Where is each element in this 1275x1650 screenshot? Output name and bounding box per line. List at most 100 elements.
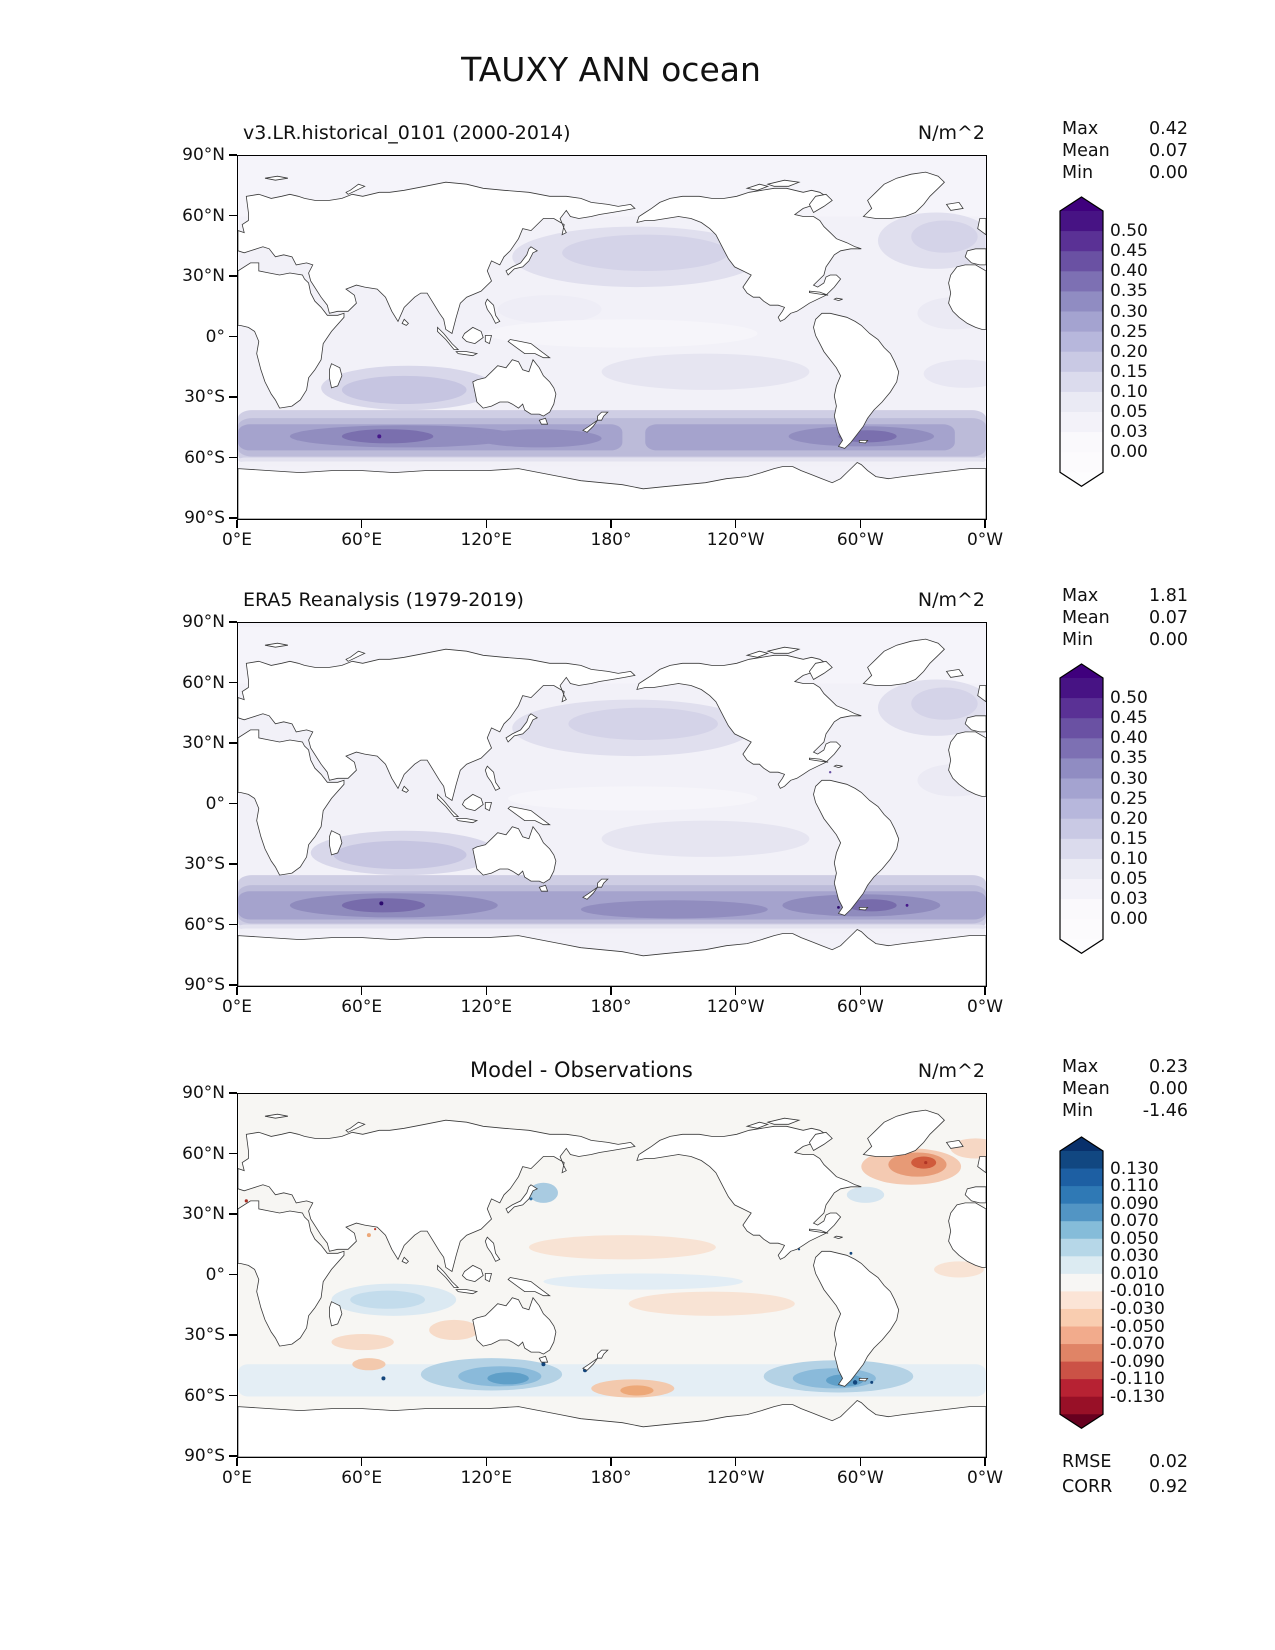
metric-rmse-label: RMSE bbox=[1062, 1452, 1112, 1472]
ocean-contour-fill bbox=[377, 434, 382, 439]
ocean-contour-fill bbox=[333, 840, 467, 870]
ocean-contour-fill bbox=[350, 1290, 425, 1309]
colorbar-tick-label: 0.35 bbox=[1110, 281, 1148, 302]
colorbar-tick-label: 0.05 bbox=[1110, 869, 1148, 889]
landmass-shape bbox=[813, 779, 900, 916]
landmass-shape bbox=[977, 685, 986, 703]
colorbar-outline bbox=[1059, 196, 1104, 488]
colorbar-segment bbox=[1060, 432, 1103, 453]
landmass-shape bbox=[238, 462, 986, 519]
landmass-shape bbox=[766, 646, 801, 654]
landmass-shape bbox=[437, 326, 460, 350]
colorbar-segment bbox=[1060, 899, 1103, 920]
x-axis-tick bbox=[859, 986, 862, 995]
x-tick-label: 120°W bbox=[706, 997, 765, 1017]
colorbar-tick-label: -0.050 bbox=[1110, 1316, 1165, 1337]
landmass-shape bbox=[862, 171, 945, 219]
ocean-contour-fill bbox=[601, 820, 810, 857]
y-tick-label: 90°S bbox=[184, 1446, 225, 1466]
colorbar-segment bbox=[1060, 738, 1103, 759]
landmass-shape bbox=[745, 650, 770, 658]
landmass-shape bbox=[401, 785, 409, 793]
landmass-shape bbox=[538, 884, 549, 892]
ocean-contour-fill bbox=[341, 898, 425, 913]
landmass-shape bbox=[238, 1200, 345, 1347]
ocean-contour-fill bbox=[541, 1362, 546, 1367]
ocean-contour-fill bbox=[341, 429, 434, 444]
ocean-contour-fill bbox=[528, 1182, 558, 1203]
landmass-shape bbox=[484, 1273, 493, 1283]
colorbar-panel-3 bbox=[1059, 1136, 1104, 1429]
landmass-shape bbox=[329, 830, 343, 856]
panel-1-units-label: N/m^2 bbox=[917, 122, 985, 144]
x-axis-tick bbox=[734, 519, 737, 528]
ocean-contour-fill bbox=[341, 375, 467, 405]
colorbar-segment bbox=[1060, 1273, 1103, 1292]
stat-min-value: 0.00 bbox=[1149, 630, 1188, 650]
y-axis-tick bbox=[229, 1394, 237, 1397]
colorbar-tick-label: 0.03 bbox=[1110, 422, 1148, 443]
colorbar-tick-label: -0.090 bbox=[1110, 1351, 1165, 1372]
x-axis-tick bbox=[984, 1457, 986, 1466]
landmass-shape bbox=[766, 179, 801, 187]
panel-2-map bbox=[237, 622, 987, 987]
landmass-shape bbox=[964, 248, 986, 266]
landmass-shape bbox=[472, 358, 557, 417]
colorbar-segment bbox=[1060, 677, 1103, 699]
metric-corr-label: CORR bbox=[1062, 1477, 1113, 1497]
colorbar-tick-label: 0.35 bbox=[1110, 748, 1148, 769]
x-tick-label: 60°E bbox=[341, 530, 383, 550]
landmass-shape bbox=[833, 297, 843, 302]
colorbar-tick-label: 0.25 bbox=[1110, 788, 1148, 809]
landmass-shape bbox=[437, 793, 460, 817]
landmass-shape bbox=[636, 1125, 862, 1260]
ocean-contour-fill bbox=[543, 1273, 743, 1290]
ocean-contour-fill bbox=[562, 234, 729, 271]
colorbar-tick-label: 0.10 bbox=[1110, 848, 1148, 869]
ocean-contour-fill bbox=[529, 1197, 533, 1201]
y-tick-label: 60°S bbox=[184, 447, 225, 468]
landmass-shape bbox=[401, 318, 409, 326]
x-axis-tick bbox=[485, 519, 488, 528]
ocean-contour-fill bbox=[487, 319, 758, 348]
ocean-contour-fill bbox=[497, 295, 602, 324]
landmass-shape bbox=[455, 351, 479, 357]
colorbar-segment bbox=[1060, 1308, 1103, 1327]
colorbar-segment bbox=[1060, 251, 1103, 272]
landmass-shape bbox=[582, 1357, 598, 1371]
y-axis-tick bbox=[229, 214, 237, 217]
colorbar-tick-label: -0.110 bbox=[1110, 1369, 1165, 1390]
landmass-shape bbox=[238, 1400, 986, 1457]
y-axis-tick bbox=[229, 456, 237, 459]
x-tick-label: 60°W bbox=[836, 997, 884, 1017]
landmass-shape bbox=[238, 181, 636, 335]
colorbar-tick-label: 0.30 bbox=[1110, 301, 1148, 322]
landmass-shape bbox=[264, 642, 288, 648]
x-tick-label: 0°E bbox=[221, 530, 253, 550]
landmass-shape bbox=[461, 326, 484, 345]
landmass-shape bbox=[862, 1109, 945, 1157]
landmass-shape bbox=[858, 440, 869, 444]
y-tick-label: 0° bbox=[205, 326, 225, 347]
landmass-shape bbox=[484, 765, 501, 791]
colorbar-over-arrow bbox=[1060, 1137, 1103, 1151]
colorbar-tick-label: 0.40 bbox=[1110, 261, 1148, 282]
stat-max-label: Max bbox=[1062, 1057, 1099, 1077]
ocean-contour-fill bbox=[381, 1376, 386, 1381]
landmass-shape bbox=[597, 878, 609, 888]
y-tick-label: 60°N bbox=[182, 672, 225, 693]
y-axis-tick bbox=[229, 742, 237, 744]
ocean-contour-fill bbox=[905, 903, 909, 907]
y-tick-label: 90°N bbox=[182, 145, 225, 165]
landmass-shape bbox=[862, 638, 945, 686]
ocean-contour-fill bbox=[924, 1160, 928, 1165]
ocean-contour-fill bbox=[911, 1156, 937, 1169]
landmass-shape bbox=[238, 1119, 636, 1273]
landmass-shape bbox=[345, 183, 366, 195]
colorbar-tick-label: 0.090 bbox=[1110, 1193, 1159, 1214]
colorbar-tick-label: 0.03 bbox=[1110, 889, 1148, 910]
y-tick-label: 30°N bbox=[182, 733, 225, 753]
landmass-shape bbox=[808, 193, 833, 214]
stat-mean-value: 0.00 bbox=[1149, 1079, 1188, 1099]
x-axis-tick bbox=[360, 1457, 363, 1466]
